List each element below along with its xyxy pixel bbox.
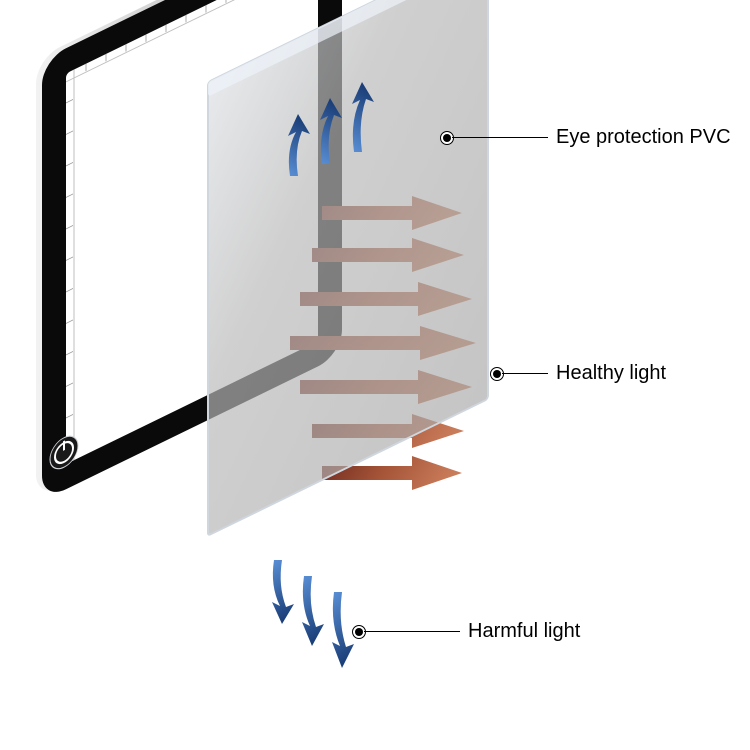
label-pvc: Eye protection PVC (556, 126, 731, 149)
label-harmful: Harmful light (468, 620, 580, 643)
pvc-layer (208, 0, 488, 536)
callout-bullet-healthy (490, 367, 504, 381)
harmful-light-down-arrows (272, 560, 354, 668)
callout-leader-pvc (452, 137, 548, 138)
callout-leader-harmful (364, 631, 460, 632)
callout-leader-healthy (502, 373, 548, 374)
callout-bullet-harmful (352, 625, 366, 639)
diagram-stage: Eye protection PVC Healthy light Harmful… (0, 0, 750, 750)
label-healthy: Healthy light (556, 362, 666, 385)
callout-bullet-pvc (440, 131, 454, 145)
